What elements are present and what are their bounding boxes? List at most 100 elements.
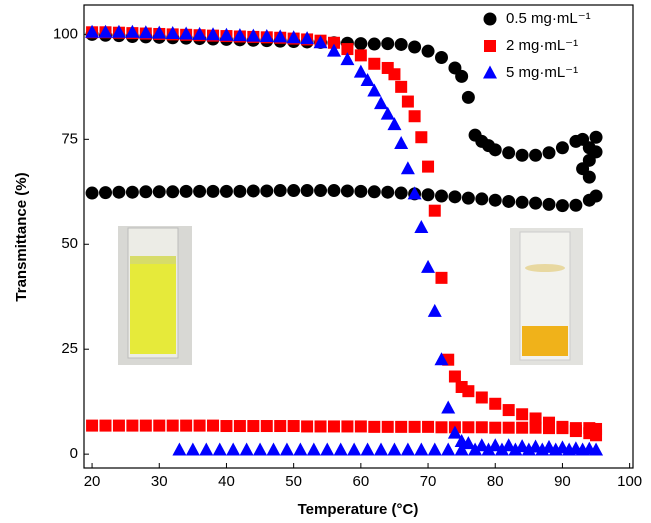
marker: [166, 185, 180, 199]
marker: [516, 408, 529, 421]
marker: [488, 143, 502, 157]
marker: [408, 40, 422, 54]
marker: [414, 442, 429, 456]
marker: [381, 37, 395, 51]
marker: [408, 420, 421, 433]
marker: [152, 185, 166, 199]
y-tick-label: 75: [61, 130, 78, 147]
marker: [489, 421, 502, 434]
y-tick-label: 50: [61, 235, 78, 252]
marker: [374, 96, 389, 110]
marker: [529, 196, 543, 210]
marker: [85, 24, 100, 38]
marker: [326, 43, 341, 57]
marker: [273, 184, 287, 198]
marker: [529, 421, 542, 434]
marker: [448, 370, 461, 383]
x-tick-label: 100: [617, 473, 642, 490]
marker: [246, 28, 261, 42]
marker: [515, 195, 529, 209]
marker: [447, 425, 462, 439]
x-axis-label: Temperature (°C): [298, 501, 419, 518]
marker: [293, 442, 308, 456]
marker: [441, 400, 456, 414]
marker: [180, 419, 193, 432]
marker: [508, 442, 523, 456]
marker: [462, 385, 475, 398]
marker: [461, 191, 475, 205]
marker: [422, 160, 435, 173]
marker: [421, 259, 436, 273]
marker: [193, 419, 206, 432]
marker: [320, 442, 335, 456]
marker: [515, 148, 529, 162]
marker: [246, 184, 260, 198]
marker: [314, 184, 328, 198]
marker: [166, 419, 179, 432]
marker: [314, 420, 327, 433]
marker: [575, 442, 590, 456]
marker: [388, 68, 401, 81]
marker: [529, 148, 543, 162]
marker: [400, 161, 415, 175]
x-tick-label: 80: [487, 473, 504, 490]
marker: [475, 391, 488, 404]
marker: [354, 184, 368, 198]
marker: [354, 37, 368, 51]
marker: [542, 197, 556, 211]
marker: [427, 303, 442, 317]
marker: [111, 24, 126, 38]
marker: [394, 136, 409, 150]
marker: [274, 420, 287, 433]
marker: [367, 83, 382, 97]
x-tick-label: 20: [84, 473, 101, 490]
marker: [153, 419, 166, 432]
marker: [99, 186, 113, 200]
marker: [212, 442, 227, 456]
marker: [341, 420, 354, 433]
marker: [260, 184, 274, 198]
marker: [266, 442, 281, 456]
y-tick-label: 25: [61, 340, 78, 357]
marker: [415, 131, 428, 144]
marker: [381, 185, 395, 199]
y-tick-label: 0: [70, 445, 78, 462]
marker: [395, 420, 408, 433]
marker: [422, 420, 435, 433]
legend-marker: [483, 12, 497, 26]
marker: [582, 170, 596, 184]
marker: [529, 412, 542, 425]
marker: [125, 185, 139, 199]
x-tick-label: 40: [218, 473, 235, 490]
marker: [502, 194, 516, 208]
marker: [428, 204, 441, 217]
marker: [206, 184, 220, 198]
marker: [374, 442, 389, 456]
marker: [394, 186, 408, 200]
marker: [462, 421, 475, 434]
marker: [494, 442, 509, 456]
marker: [569, 422, 582, 435]
marker: [233, 420, 246, 433]
marker: [408, 110, 421, 123]
marker: [555, 141, 569, 155]
marker: [313, 35, 328, 49]
marker: [138, 25, 153, 39]
cuvette-photo-right: [510, 228, 583, 365]
marker: [207, 419, 220, 432]
legend-label: 5 mg·mL⁻¹: [506, 64, 578, 81]
plot-frame: [83, 4, 634, 469]
marker: [112, 419, 125, 432]
marker: [434, 352, 449, 366]
marker: [327, 420, 340, 433]
marker: [193, 184, 207, 198]
marker: [239, 442, 254, 456]
marker: [381, 420, 394, 433]
marker: [427, 442, 442, 456]
marker: [562, 442, 577, 456]
legend-label: 2 mg·mL⁻¹: [506, 37, 578, 54]
marker: [582, 193, 596, 207]
marker: [287, 184, 301, 198]
marker: [139, 419, 152, 432]
x-tick-label: 90: [554, 473, 571, 490]
